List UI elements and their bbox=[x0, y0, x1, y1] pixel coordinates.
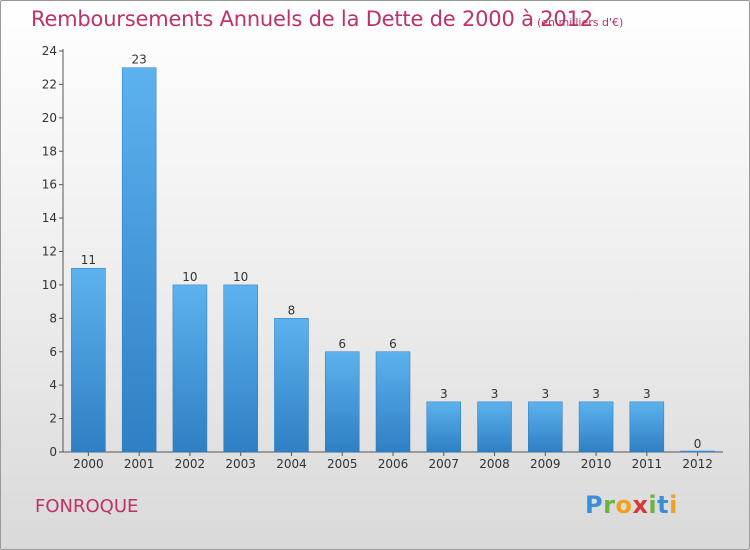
y-tick-label: 12 bbox=[42, 245, 57, 259]
y-tick-label: 20 bbox=[42, 111, 57, 125]
x-tick-label: 2011 bbox=[632, 457, 663, 471]
y-tick-label: 8 bbox=[49, 311, 57, 325]
y-tick-label: 0 bbox=[49, 445, 57, 459]
x-tick-label: 2009 bbox=[530, 457, 561, 471]
bar-2000 bbox=[71, 267, 106, 453]
chart-title: Remboursements Annuels de la Dette de 20… bbox=[31, 7, 593, 31]
bar-2001 bbox=[121, 67, 157, 453]
bar-2002 bbox=[172, 284, 208, 453]
x-tick-label: 2007 bbox=[428, 457, 459, 471]
data-label-2000: 11 bbox=[81, 253, 96, 267]
data-label-2005: 6 bbox=[338, 337, 346, 351]
x-tick-label: 2005 bbox=[327, 457, 358, 471]
x-tick-label: 2010 bbox=[581, 457, 612, 471]
logo-letter: x bbox=[632, 491, 649, 519]
bar-2012 bbox=[680, 450, 715, 453]
x-tick-label: 2004 bbox=[276, 457, 307, 471]
bar-series: 11 23 10 10 8 6 6 3 3 3 3 3 0 bbox=[71, 53, 715, 453]
data-label-2004: 8 bbox=[288, 303, 296, 317]
x-tick-label: 2000 bbox=[73, 457, 104, 471]
data-label-2008: 3 bbox=[491, 387, 499, 401]
x-tick-label: 2001 bbox=[124, 457, 155, 471]
y-tick-label: 2 bbox=[49, 412, 57, 426]
data-label-2010: 3 bbox=[592, 387, 600, 401]
y-tick-label: 22 bbox=[42, 77, 57, 91]
bar-2006 bbox=[375, 351, 411, 453]
bar-2008 bbox=[477, 401, 512, 453]
data-label-2003: 10 bbox=[233, 270, 248, 284]
y-tick-label: 4 bbox=[49, 378, 57, 392]
data-label-2001: 23 bbox=[132, 53, 147, 67]
logo-letter: t bbox=[657, 491, 670, 519]
y-tick-label: 14 bbox=[42, 211, 57, 225]
y-tick-label: 6 bbox=[49, 345, 57, 359]
x-axis: 2000 2001 2002 2003 2004 2005 2006 2007 2008 2009… bbox=[63, 451, 723, 471]
logo-letter: i bbox=[669, 491, 678, 519]
x-tick-label: 2003 bbox=[225, 457, 256, 471]
y-tick-label: 24 bbox=[42, 44, 57, 58]
x-tick-label: 2006 bbox=[378, 457, 409, 471]
data-label-2012: 0 bbox=[694, 437, 702, 451]
logo-letter: r bbox=[603, 491, 616, 519]
bar-2003 bbox=[223, 284, 258, 453]
proxiti-logo: Proxiti bbox=[585, 491, 678, 519]
chart-subtitle: (en milliers d'€) bbox=[537, 16, 624, 29]
y-tick-label: 18 bbox=[42, 144, 57, 158]
x-tick-label: 2002 bbox=[175, 457, 206, 471]
data-label-2002: 10 bbox=[182, 270, 197, 284]
data-label-2009: 3 bbox=[541, 387, 549, 401]
commune-name: FONROQUE bbox=[35, 496, 139, 517]
data-label-2006: 6 bbox=[389, 337, 397, 351]
bar-2009 bbox=[528, 401, 563, 453]
bar-2011 bbox=[629, 401, 665, 453]
bar-2010 bbox=[578, 401, 614, 453]
y-tick-label: 16 bbox=[42, 178, 57, 192]
bar-2007 bbox=[426, 401, 462, 453]
bar-2004 bbox=[274, 318, 309, 453]
x-tick-label: 2008 bbox=[479, 457, 510, 471]
data-label-2011: 3 bbox=[643, 387, 651, 401]
bar-2005 bbox=[324, 351, 360, 453]
x-tick-label: 2012 bbox=[682, 457, 713, 471]
logo-letter: o bbox=[615, 491, 633, 519]
logo-letter: P bbox=[585, 491, 604, 519]
data-label-2007: 3 bbox=[440, 387, 448, 401]
logo-letter: i bbox=[648, 491, 658, 519]
y-tick-label: 10 bbox=[42, 278, 57, 292]
